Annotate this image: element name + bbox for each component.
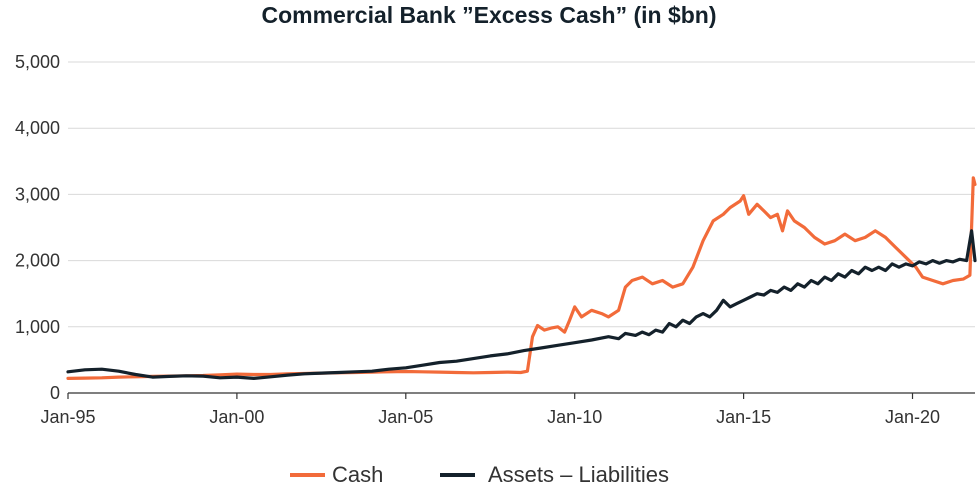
series-layer	[66, 176, 977, 380]
y-tick-label: 0	[50, 383, 60, 403]
y-tick-label: 3,000	[15, 184, 60, 204]
legend-label-0: Cash	[332, 462, 383, 487]
y-tick-label: 1,000	[15, 317, 60, 337]
y-tick-label: 2,000	[15, 251, 60, 271]
legend-label-1: Assets – Liabilities	[488, 462, 669, 487]
x-tick-label: Jan-05	[378, 407, 433, 427]
legend: Cash Assets – Liabilities	[290, 462, 669, 487]
series-line-0	[66, 176, 977, 380]
x-tick-label: Jan-20	[885, 407, 940, 427]
series-line-1	[66, 229, 977, 380]
x-tick-label: Jan-10	[547, 407, 602, 427]
y-tick-label: 5,000	[15, 52, 60, 72]
grid-layer	[68, 61, 975, 328]
chart-title: Commercial Bank ”Excess Cash” (in $bn)	[261, 2, 717, 28]
x-tick-label: Jan-00	[209, 407, 264, 427]
axis-layer: 0 1,000 2,000 3,000 4,000 5,000 Jan-95 Jan-00 Ja…	[15, 52, 975, 427]
x-tick-label: Jan-95	[40, 407, 95, 427]
x-tick-label: Jan-15	[716, 407, 771, 427]
y-tick-label: 4,000	[15, 118, 60, 138]
